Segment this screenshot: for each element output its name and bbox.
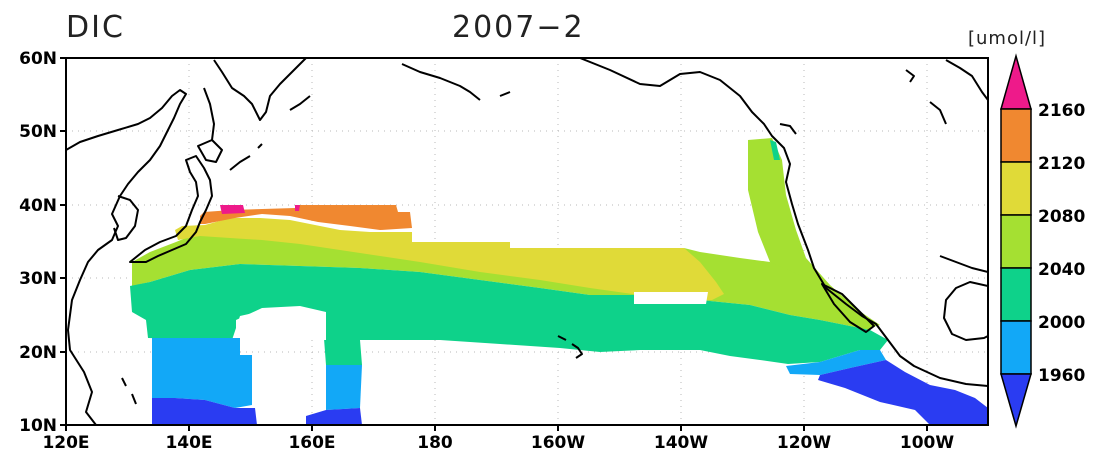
lat-label-60n: 60N [19, 49, 57, 69]
lon-label-120e: 120E [42, 433, 89, 453]
dic-gap-central [236, 306, 326, 340]
lon-label-120w: 120W [777, 433, 831, 453]
dic-region-above-2160 [220, 205, 300, 214]
colorbar-2080-2120 [1000, 161, 1032, 216]
coastlines [66, 58, 988, 425]
dic-region-2080-2120 [175, 218, 724, 300]
lat-label-10n: 10N [19, 416, 57, 436]
lon-label-180: 180 [417, 433, 453, 453]
dic-region-1960-2000-west [152, 338, 252, 408]
colorbar-2040-2080 [1000, 214, 1032, 269]
lon-label-100w: 100W [900, 433, 954, 453]
colorbar-label-2160: 2160 [1038, 101, 1085, 121]
lon-label-160e: 160E [288, 433, 335, 453]
lon-label-140e: 140E [165, 433, 212, 453]
dic-gap-east [634, 292, 708, 304]
dic-region-california [748, 138, 880, 330]
lon-label-160w: 160W [531, 433, 585, 453]
map-variable-title: DIC [66, 10, 125, 45]
colorbar-below-1960 [1000, 373, 1032, 429]
lat-label-50n: 50N [19, 122, 57, 142]
colorbar [1000, 53, 1032, 429]
map-frame [65, 57, 989, 426]
lon-ticks [65, 425, 928, 431]
dic-region-2120-2160 [200, 205, 412, 230]
colorbar-label-1960: 1960 [1038, 366, 1085, 386]
dic-region-1960-2000-mid [326, 365, 362, 410]
colorbar-1960-2000 [1000, 320, 1032, 375]
lat-label-40n: 40N [19, 196, 57, 216]
colorbar-label-2120: 2120 [1038, 154, 1085, 174]
dic-region-1960-2000-east [786, 350, 886, 375]
dic-region-below-1960-west [152, 398, 257, 425]
colorbar-2120-2160 [1000, 108, 1032, 163]
dic-region-2000-2040 [130, 264, 888, 365]
map-date-title: 2007−2 [452, 10, 585, 45]
lat-label-30n: 30N [19, 269, 57, 289]
colorbar-above-2160 [1000, 53, 1032, 110]
lat-label-20n: 20N [19, 343, 57, 363]
dic-region-below-1960-mid [306, 408, 362, 425]
colorbar-label-2080: 2080 [1038, 207, 1085, 227]
lat-ticks [60, 57, 66, 426]
colorbar-label-2040: 2040 [1038, 260, 1085, 280]
lon-label-140w: 140W [654, 433, 708, 453]
dic-region-california-edge [770, 140, 780, 160]
colorbar-label-2000: 2000 [1038, 313, 1085, 333]
dic-region-below-1960-east [818, 360, 988, 425]
colorbar-2000-2040 [1000, 267, 1032, 322]
colorbar-unit: [umol/l] [968, 28, 1047, 49]
